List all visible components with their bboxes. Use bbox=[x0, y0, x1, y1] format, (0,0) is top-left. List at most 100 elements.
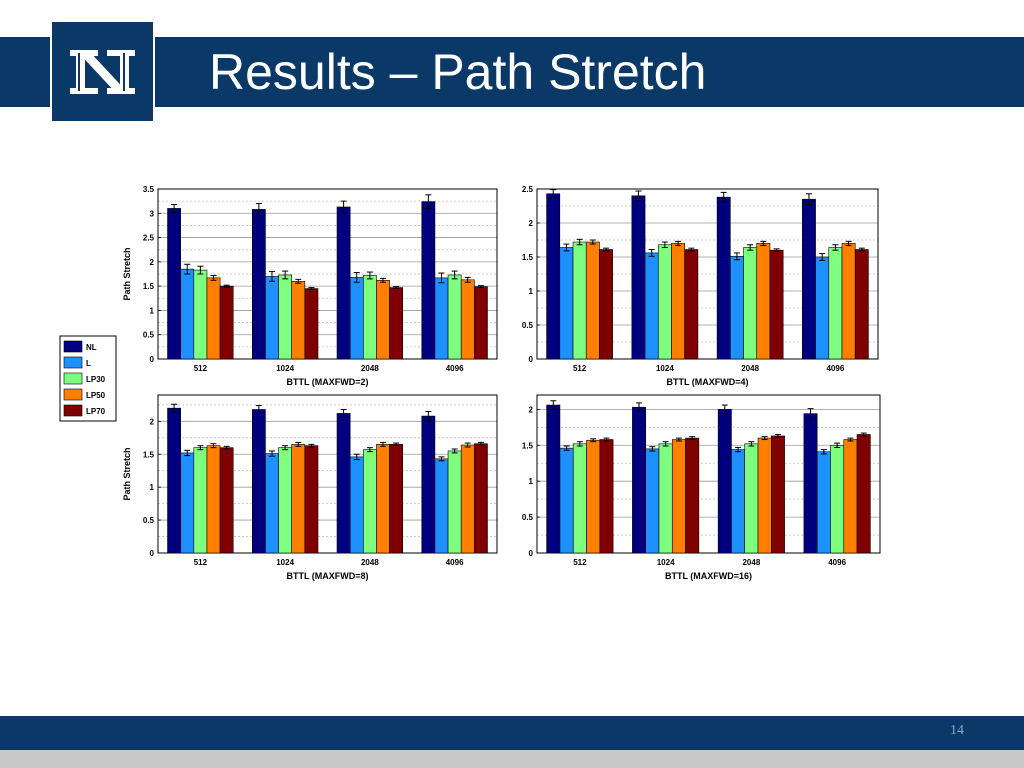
bar-lp50 bbox=[671, 243, 685, 360]
y-axis-label: Path Stretch bbox=[122, 247, 132, 300]
bar-lp30 bbox=[278, 447, 292, 554]
slide-number: 14 bbox=[950, 723, 964, 738]
x-tick-label: 1024 bbox=[276, 364, 294, 373]
bar-lp30 bbox=[572, 443, 587, 554]
bar-lp70 bbox=[685, 437, 700, 554]
n-logo-icon bbox=[70, 50, 135, 94]
y-tick-label: 1.5 bbox=[522, 441, 534, 450]
x-axis-label: BTTL (MAXFWD=8) bbox=[286, 571, 368, 581]
bar-nl bbox=[251, 409, 266, 554]
x-tick-label: 1024 bbox=[656, 364, 674, 373]
footer-band bbox=[0, 716, 1024, 750]
legend-swatch bbox=[63, 356, 83, 369]
bar-l bbox=[816, 451, 831, 554]
x-tick-label: 1024 bbox=[657, 558, 675, 567]
x-tick-label: 512 bbox=[573, 558, 587, 567]
y-tick-label: 2 bbox=[529, 219, 534, 228]
x-tick-label: 4096 bbox=[826, 364, 844, 373]
bar-lp70 bbox=[389, 444, 404, 554]
bar-lp70 bbox=[769, 249, 784, 360]
bar-lp70 bbox=[304, 288, 319, 360]
legend-swatch bbox=[63, 388, 83, 401]
bar-l bbox=[349, 456, 364, 554]
x-tick-label: 2048 bbox=[361, 364, 379, 373]
bar-lp50 bbox=[460, 444, 475, 554]
bar-nl bbox=[546, 404, 561, 554]
bar-nl bbox=[251, 209, 266, 360]
bar-lp30 bbox=[363, 449, 377, 554]
bar-lp70 bbox=[219, 447, 234, 554]
bar-lp30 bbox=[447, 274, 462, 360]
y-tick-label: 1 bbox=[150, 306, 155, 315]
y-tick-label: 2.5 bbox=[522, 185, 534, 194]
bar-lp30 bbox=[828, 247, 843, 360]
x-tick-label: 4096 bbox=[446, 364, 464, 373]
bar-lp70 bbox=[219, 285, 234, 360]
legend-label: L bbox=[86, 359, 91, 368]
plot-frame bbox=[157, 394, 498, 554]
bar-lp30 bbox=[193, 447, 208, 554]
y-tick-label: 0 bbox=[150, 549, 155, 558]
bar-l bbox=[559, 247, 574, 360]
bar-l bbox=[815, 256, 830, 360]
y-tick-label: 1 bbox=[150, 483, 155, 492]
y-tick-label: 1 bbox=[529, 477, 534, 486]
bar-lp50 bbox=[460, 279, 475, 360]
bar-lp50 bbox=[756, 243, 771, 360]
bar-lp70 bbox=[304, 445, 319, 554]
bar-lp50 bbox=[841, 243, 856, 360]
y-tick-label: 0.5 bbox=[143, 331, 155, 340]
legend-label: NL bbox=[86, 343, 97, 352]
bar-nl bbox=[336, 413, 351, 554]
bar-lp30 bbox=[278, 274, 292, 360]
bar-l bbox=[180, 268, 195, 360]
legend-swatch bbox=[63, 340, 83, 353]
plot-frame bbox=[157, 188, 498, 360]
bar-lp70 bbox=[771, 435, 785, 554]
y-axis-label: Path Stretch bbox=[122, 447, 132, 500]
bar-lp70 bbox=[599, 249, 613, 360]
footer-grey-strip bbox=[0, 750, 1024, 768]
bar-lp30 bbox=[193, 269, 208, 360]
bar-l bbox=[434, 277, 449, 360]
y-tick-label: 1.5 bbox=[522, 253, 534, 262]
legend-label: LP70 bbox=[86, 407, 106, 416]
bar-l bbox=[730, 256, 744, 360]
bar-l bbox=[180, 452, 195, 554]
plot-frame bbox=[536, 188, 879, 360]
bar-l bbox=[265, 276, 279, 360]
x-tick-label: 512 bbox=[194, 364, 208, 373]
bar-nl bbox=[803, 413, 818, 554]
bar-nl bbox=[167, 407, 181, 554]
legend-label: LP30 bbox=[86, 375, 106, 384]
x-tick-label: 2048 bbox=[361, 558, 379, 567]
bar-lp70 bbox=[684, 249, 699, 360]
x-axis-label: BTTL (MAXFWD=16) bbox=[665, 571, 752, 581]
y-tick-label: 2.5 bbox=[143, 234, 155, 243]
bar-lp30 bbox=[572, 241, 587, 360]
bar-lp70 bbox=[474, 443, 488, 554]
y-tick-label: 0.5 bbox=[522, 321, 534, 330]
x-tick-label: 512 bbox=[573, 364, 587, 373]
bar-l bbox=[265, 453, 279, 554]
x-axis-label: BTTL (MAXFWD=4) bbox=[666, 377, 748, 387]
bar-lp30 bbox=[657, 244, 672, 360]
bar-l bbox=[644, 252, 659, 360]
figure-canvas: 0 0.5 1 1.5 2 2.5 3 3.5 512 1024 2048 4096 BTTL (MAX… bbox=[59, 185, 881, 581]
y-tick-label: 0 bbox=[529, 355, 534, 364]
y-tick-label: 0 bbox=[150, 355, 155, 364]
bar-lp50 bbox=[291, 280, 306, 360]
y-tick-label: 3 bbox=[150, 209, 155, 218]
slide-title: Results – Path Stretch bbox=[209, 44, 707, 100]
bar-lp70 bbox=[389, 287, 404, 360]
bar-lp50 bbox=[757, 437, 772, 554]
bar-nl bbox=[546, 193, 561, 360]
x-axis-label: BTTL (MAXFWD=2) bbox=[286, 377, 368, 387]
bar-lp30 bbox=[744, 443, 759, 554]
bar-lp30 bbox=[447, 450, 462, 554]
x-tick-label: 512 bbox=[194, 558, 208, 567]
bar-l bbox=[731, 449, 746, 554]
bar-lp50 bbox=[585, 241, 600, 360]
bar-l bbox=[645, 448, 660, 554]
y-tick-label: 1.5 bbox=[143, 450, 155, 459]
